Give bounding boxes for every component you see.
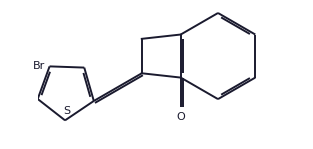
Text: O: O <box>176 112 185 122</box>
Text: Br: Br <box>33 61 45 71</box>
Text: S: S <box>64 106 71 116</box>
